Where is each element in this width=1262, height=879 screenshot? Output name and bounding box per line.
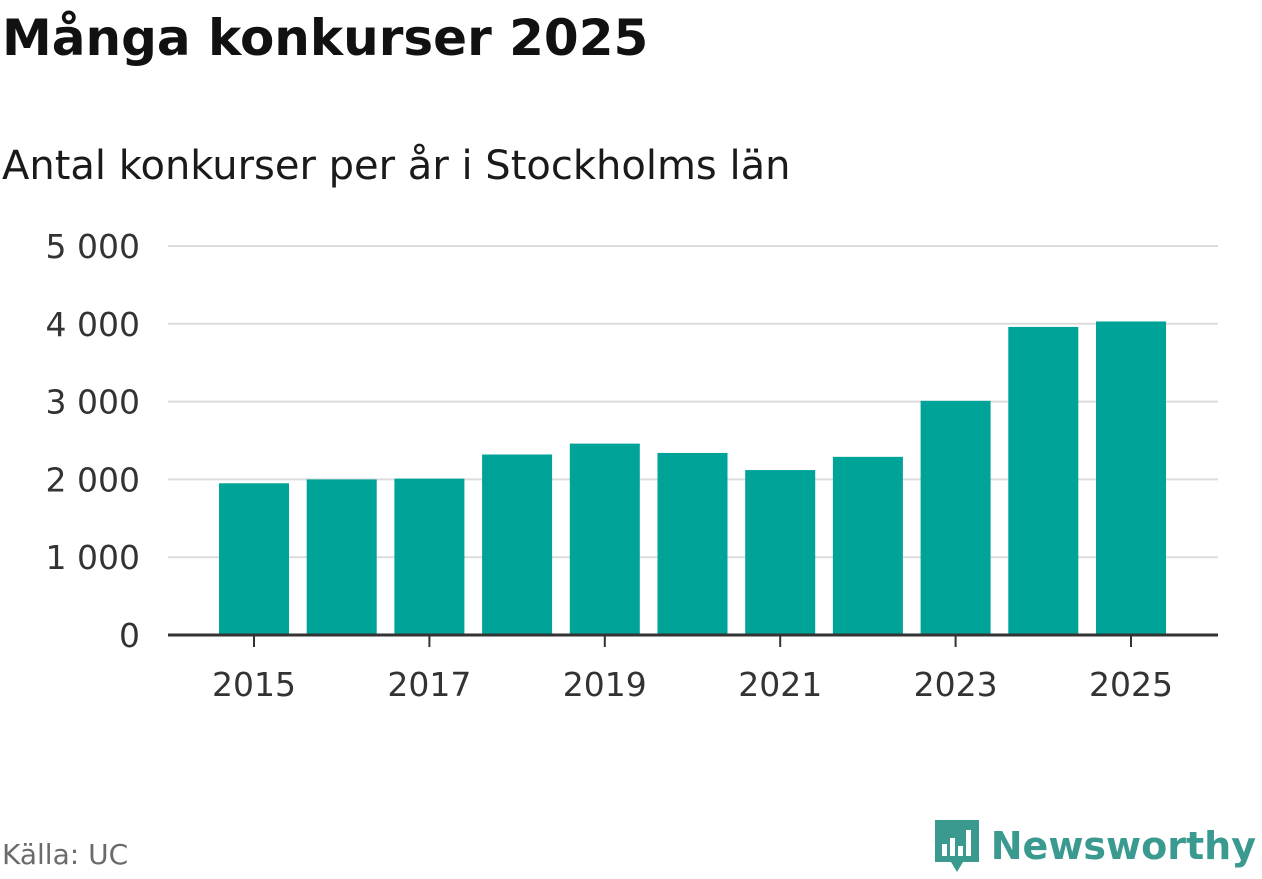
x-tick-label: 2019 [563, 665, 647, 704]
chart-title: Många konkurser 2025 [2, 9, 649, 67]
y-tick-label: 1 000 [46, 538, 140, 577]
bar-2024 [1008, 326, 1079, 635]
x-axis: 2015 2017 2019 2021 2023 2025 [168, 633, 1218, 704]
newsworthy-logo-icon [934, 820, 979, 872]
x-tick-label: 2025 [1089, 665, 1173, 704]
bar-2025 [1096, 321, 1166, 635]
bar-2021 [745, 470, 816, 635]
y-tick-label: 2 000 [46, 460, 140, 499]
bar-2018 [482, 454, 553, 635]
bar-2022 [832, 456, 903, 635]
y-tick-label: 5 000 [46, 227, 140, 266]
y-tick-label: 0 [119, 616, 140, 655]
source-note: Källa: UC [2, 838, 129, 871]
x-tick-label: 2021 [738, 665, 822, 704]
bar-2015 [219, 483, 289, 635]
bar-2020 [657, 452, 728, 635]
bar-2019 [569, 443, 640, 635]
y-tick-label: 4 000 [46, 305, 140, 344]
newsworthy-brand[interactable]: Newsworthy [933, 818, 1256, 874]
x-tick-label: 2023 [914, 665, 998, 704]
brand-name: Newsworthy [990, 824, 1256, 868]
y-tick-label: 3 000 [46, 383, 140, 422]
bars [219, 321, 1166, 635]
y-axis-labels: 0 1 000 2 000 3 000 4 000 5 000 [46, 227, 140, 655]
x-tick-label: 2017 [387, 665, 471, 704]
bar-2023 [920, 400, 991, 635]
chart-subtitle: Antal konkurser per år i Stockholms län [2, 143, 791, 189]
bar-2016 [306, 479, 377, 635]
bar-2017 [394, 478, 465, 635]
x-tick-label: 2015 [212, 665, 296, 704]
